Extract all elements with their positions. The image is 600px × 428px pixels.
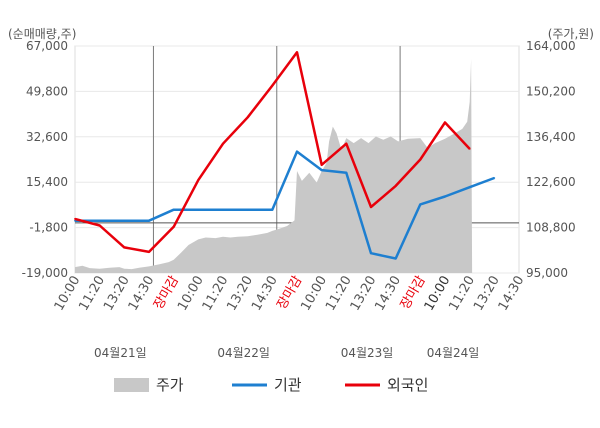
data-point: [123, 219, 126, 222]
data-point: [98, 219, 101, 222]
data-point: [123, 246, 126, 249]
data-point: [394, 185, 397, 187]
data-point: [320, 169, 323, 172]
legend: 주가 기관 외국인: [114, 376, 428, 394]
left-y-tick-label: 49,800: [26, 84, 68, 98]
left-axis-unit-label: (순매매량,주): [8, 27, 76, 41]
data-point: [74, 218, 76, 220]
legend-swatch-price: [114, 378, 149, 392]
data-point: [172, 208, 175, 211]
right-y-tick-label: 150,200: [526, 84, 576, 98]
left-y-tick-label: 67,000: [26, 39, 68, 53]
x-tick-label: 14:30: [496, 274, 528, 314]
data-point: [296, 150, 298, 153]
legend-label: 주가: [156, 376, 184, 394]
data-point: [271, 84, 274, 87]
legend-label: 기관: [274, 376, 302, 394]
price-area: [75, 59, 473, 274]
data-point: [444, 121, 446, 124]
data-point: [172, 225, 175, 228]
data-point: [271, 208, 274, 211]
data-point: [419, 158, 422, 161]
data-point: [345, 171, 348, 174]
data-point: [394, 257, 397, 260]
data-point: [468, 148, 471, 150]
right-y-tick-label: 108,800: [526, 221, 576, 235]
data-point: [320, 163, 323, 166]
right-y-tick-label: 122,600: [526, 175, 576, 189]
data-point: [296, 51, 298, 54]
date-label: 04월24일: [427, 346, 480, 360]
date-label: 04월21일: [94, 346, 147, 360]
data-point: [197, 208, 200, 211]
data-point: [222, 142, 224, 145]
data-point: [197, 179, 200, 182]
data-point: [246, 116, 249, 119]
data-point: [148, 251, 150, 253]
x-tick-label: 14:30: [126, 274, 158, 314]
legend-label: 외국인: [387, 376, 428, 394]
date-label: 04월23일: [341, 346, 394, 360]
data-point: [370, 206, 372, 208]
date-label: 04월22일: [217, 346, 270, 360]
left-y-tick-label: 32,600: [26, 130, 68, 144]
series-line-institution: [75, 150, 495, 260]
x-tick-label: 14:30: [249, 274, 281, 314]
data-point: [222, 208, 224, 211]
right-y-tick-label: 136,400: [526, 130, 576, 144]
right-axis-unit-label: (주가,원): [548, 27, 594, 41]
right-y-tick-label: 164,000: [526, 39, 576, 53]
data-point: [419, 203, 422, 206]
data-point: [98, 224, 101, 227]
data-point: [444, 195, 446, 198]
data-point: [148, 219, 150, 222]
right-y-tick-label: 95,000: [526, 266, 568, 280]
data-point: [493, 177, 496, 179]
data-point: [468, 186, 471, 189]
data-point: [345, 142, 348, 145]
series-layer: [74, 51, 496, 274]
data-point: [370, 252, 372, 255]
x-tick-label: 14:30: [372, 274, 404, 314]
left-y-tick-label: -1,800: [29, 221, 68, 235]
left-y-tick-label: 15,400: [26, 175, 68, 189]
data-point: [246, 208, 249, 211]
left-y-tick-label: -19,000: [22, 266, 68, 280]
